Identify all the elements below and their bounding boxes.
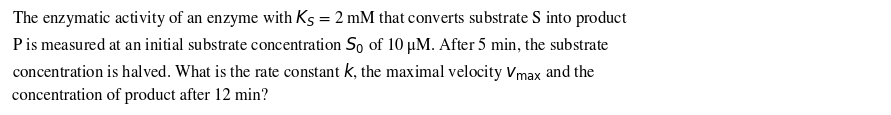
Text: concentration is halved. What is the rate constant $k$, the maximal velocity $v_: concentration is halved. What is the rat… [12, 60, 595, 82]
Text: concentration of product after 12 min?: concentration of product after 12 min? [12, 87, 268, 103]
Text: P is measured at an initial substrate concentration $S_0$ of 10 μM. After 5 min,: P is measured at an initial substrate co… [12, 34, 609, 55]
Text: The enzymatic activity of an enzyme with $K_S$ = 2 mM that converts substrate S : The enzymatic activity of an enzyme with… [12, 8, 628, 29]
